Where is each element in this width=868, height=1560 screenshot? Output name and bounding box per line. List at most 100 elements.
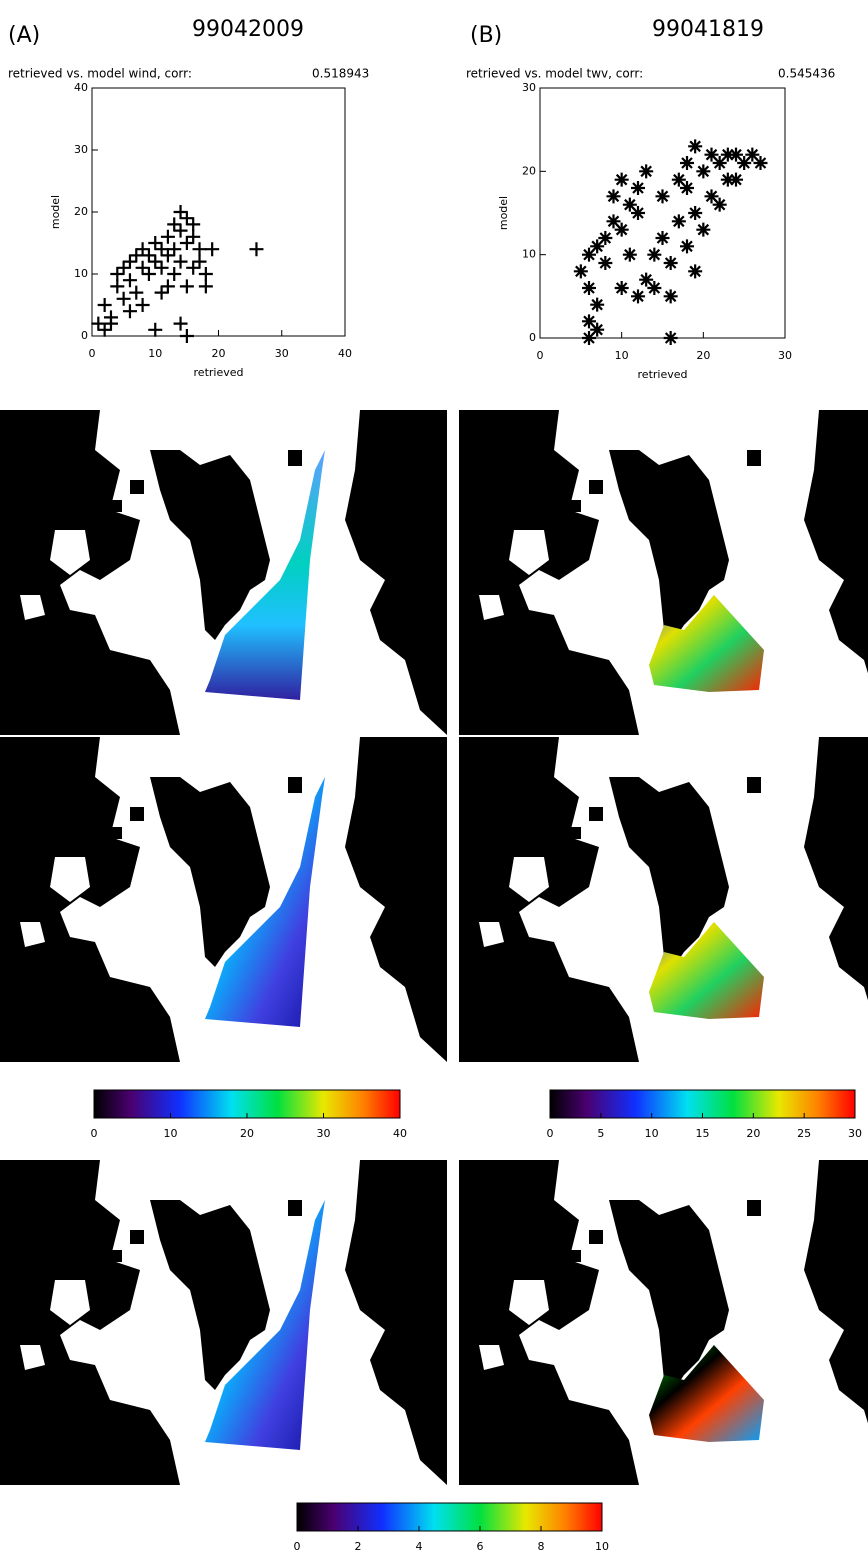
data-point xyxy=(582,281,596,295)
data-point xyxy=(180,329,194,343)
data-point xyxy=(590,298,604,312)
y-tick-label: 10 xyxy=(522,248,536,261)
data-point xyxy=(136,298,150,312)
y-tick-label: 30 xyxy=(74,143,88,156)
data-point xyxy=(186,217,200,231)
data-point xyxy=(148,323,162,337)
data-point xyxy=(193,255,207,269)
data-point xyxy=(91,317,105,331)
data-point xyxy=(680,156,694,170)
data-point xyxy=(161,230,175,244)
map xyxy=(0,1160,447,1485)
chart-title: 99042009 xyxy=(192,17,304,42)
x-tick-label: 10 xyxy=(164,1127,178,1140)
data-point xyxy=(129,248,143,262)
y-tick-label: 0 xyxy=(529,331,536,344)
x-tick-label: 15 xyxy=(696,1127,710,1140)
plot-frame xyxy=(540,88,785,338)
y-tick-label: 10 xyxy=(74,267,88,280)
map xyxy=(459,1160,868,1485)
data-point xyxy=(688,206,702,220)
data-point xyxy=(161,248,175,262)
data-point xyxy=(631,181,645,195)
data-point xyxy=(598,231,612,245)
x-tick-label: 5 xyxy=(597,1127,604,1140)
x-tick-label: 8 xyxy=(538,1540,545,1553)
data-point xyxy=(98,298,112,312)
data-point xyxy=(155,286,169,300)
data-point xyxy=(110,267,124,281)
data-point xyxy=(680,239,694,253)
data-point xyxy=(696,164,710,178)
x-tick-label: 20 xyxy=(240,1127,254,1140)
data-point xyxy=(167,217,181,231)
data-point xyxy=(631,206,645,220)
data-point xyxy=(180,211,194,225)
data-point xyxy=(186,230,200,244)
data-point xyxy=(155,261,169,275)
x-tick-label: 10 xyxy=(595,1540,609,1553)
y-tick-label: 20 xyxy=(74,205,88,218)
data-point xyxy=(180,236,194,250)
x-tick-label: 30 xyxy=(275,347,289,360)
x-tick-label: 20 xyxy=(696,349,710,362)
x-tick-label: 0 xyxy=(547,1127,554,1140)
x-tick-label: 4 xyxy=(416,1540,423,1553)
data-point xyxy=(656,231,670,245)
x-tick-label: 30 xyxy=(848,1127,862,1140)
x-tick-label: 40 xyxy=(393,1127,407,1140)
data-point xyxy=(161,279,175,293)
data-point xyxy=(615,281,629,295)
page: (A) 99042009 retrieved vs. model wind, c… xyxy=(0,0,868,1560)
data-point xyxy=(631,289,645,303)
data-point xyxy=(142,267,156,281)
colorbar xyxy=(297,1503,602,1531)
data-point xyxy=(664,289,678,303)
corr-value: 0.545436 xyxy=(778,67,835,81)
data-point xyxy=(713,198,727,212)
x-tick-label: 0 xyxy=(294,1540,301,1553)
x-tick-label: 10 xyxy=(615,349,629,362)
x-tick-label: 0 xyxy=(91,1127,98,1140)
x-tick-label: 30 xyxy=(778,349,792,362)
landmass xyxy=(459,1160,868,1485)
x-tick-label: 2 xyxy=(355,1540,362,1553)
data-point xyxy=(688,264,702,278)
map xyxy=(0,737,447,1062)
data-point xyxy=(136,242,150,256)
data-point xyxy=(607,189,621,203)
data-point xyxy=(647,248,661,262)
data-point xyxy=(623,248,637,262)
data-point xyxy=(104,317,118,331)
data-point xyxy=(142,248,156,262)
data-point xyxy=(205,242,219,256)
data-point xyxy=(136,261,150,275)
data-point xyxy=(98,323,112,337)
map xyxy=(459,410,868,735)
data-point xyxy=(590,323,604,337)
y-tick-label: 40 xyxy=(74,81,88,94)
data-point xyxy=(647,281,661,295)
x-tick-label: 6 xyxy=(477,1540,484,1553)
x-tick-label: 20 xyxy=(746,1127,760,1140)
map xyxy=(0,410,447,735)
x-tick-label: 25 xyxy=(797,1127,811,1140)
data-point xyxy=(174,255,188,269)
data-point xyxy=(199,279,213,293)
x-tick-label: 0 xyxy=(89,347,96,360)
subtitle: retrieved vs. model twv, corr: xyxy=(466,67,643,81)
data-point xyxy=(249,242,263,256)
data-point xyxy=(155,242,169,256)
data-point xyxy=(117,292,131,306)
corr-value: 0.518943 xyxy=(312,67,369,81)
data-point xyxy=(615,223,629,237)
data-point xyxy=(117,261,131,275)
y-tick-label: 0 xyxy=(81,329,88,342)
data-point xyxy=(129,286,143,300)
y-axis-label: model xyxy=(49,195,62,229)
data-point xyxy=(174,317,188,331)
x-tick-label: 0 xyxy=(537,349,544,362)
x-tick-label: 30 xyxy=(317,1127,331,1140)
data-point xyxy=(123,304,137,318)
data-point xyxy=(664,256,678,270)
